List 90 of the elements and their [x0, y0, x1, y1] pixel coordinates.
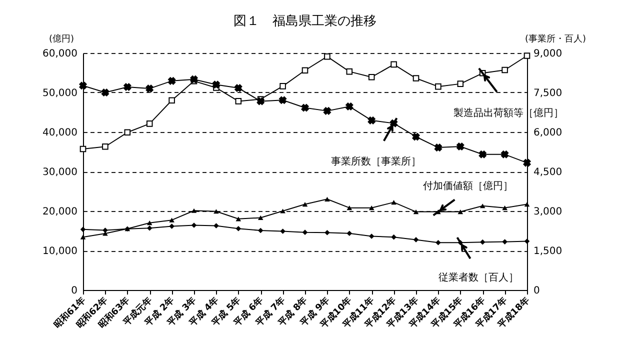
point	[234, 84, 242, 92]
chart-title: 図１ 福島県工業の推移	[234, 14, 376, 29]
y2-tick-label: 1,500	[534, 246, 562, 257]
y-axis-title: (億円)	[48, 34, 74, 44]
point	[346, 68, 353, 75]
point	[346, 102, 354, 110]
point	[346, 206, 352, 210]
point	[413, 210, 419, 214]
point	[478, 150, 486, 158]
point	[457, 80, 464, 87]
y-tick-label: 20,000	[42, 206, 78, 218]
point	[324, 53, 330, 60]
y2-tick-label: 0	[534, 286, 540, 296]
y-tick-label: 0	[71, 286, 78, 296]
y2-tick-label: 4,500	[534, 167, 562, 178]
y-tick-label: 40,000	[42, 128, 78, 138]
point	[435, 83, 442, 90]
point	[368, 74, 375, 80]
point	[412, 75, 420, 82]
y2-tick-label: 6,000	[534, 128, 562, 138]
point	[80, 146, 86, 152]
point	[456, 142, 464, 150]
series-label: 付加価値額［億円］	[423, 180, 514, 192]
point	[258, 215, 264, 220]
point	[502, 66, 508, 74]
point	[368, 206, 374, 210]
point	[101, 88, 110, 96]
point	[480, 204, 486, 208]
point	[146, 225, 152, 231]
point	[391, 200, 396, 205]
point	[436, 240, 441, 246]
point	[458, 210, 464, 214]
y2-tick-label: 7,500	[534, 88, 562, 99]
point	[390, 61, 397, 68]
point	[236, 216, 242, 222]
text: 製造品出荷額等［億円］	[454, 107, 564, 120]
point	[168, 97, 175, 104]
point	[212, 80, 220, 88]
point	[278, 96, 287, 104]
point	[146, 120, 153, 127]
y2-tick-label: 9,000	[534, 48, 562, 60]
point	[280, 83, 286, 90]
point	[236, 226, 242, 232]
point	[79, 82, 87, 90]
point	[169, 224, 174, 229]
point	[168, 77, 176, 85]
point	[346, 230, 352, 236]
point	[80, 234, 86, 240]
point	[146, 84, 154, 92]
point	[235, 98, 242, 104]
point	[214, 209, 219, 214]
point	[480, 239, 486, 245]
y2-axis-title: (事業所・百人)	[524, 34, 586, 44]
point	[502, 206, 508, 210]
y-tick-label: 60,000	[42, 48, 78, 60]
y-tick-label: 10,000	[42, 246, 78, 257]
point	[301, 104, 309, 112]
point	[124, 129, 131, 136]
point	[124, 83, 132, 91]
point	[191, 208, 197, 213]
point	[324, 196, 330, 202]
point	[523, 158, 531, 167]
point	[258, 228, 264, 234]
point	[323, 107, 332, 115]
point	[256, 97, 264, 106]
point	[412, 132, 420, 141]
y-tick-label: 30,000	[42, 167, 78, 178]
point	[368, 234, 374, 239]
y-tick-label: 50,000	[42, 88, 78, 99]
point	[280, 208, 286, 214]
point	[434, 144, 442, 152]
point	[80, 226, 86, 232]
point	[500, 150, 509, 158]
point	[524, 52, 530, 59]
point	[524, 202, 530, 207]
series-label: 事業所数［事業所］	[330, 155, 421, 168]
point	[502, 239, 508, 244]
point	[146, 220, 152, 226]
point	[302, 202, 308, 207]
point	[302, 67, 308, 74]
point	[280, 228, 286, 234]
point	[214, 223, 219, 228]
point	[391, 234, 396, 240]
point	[169, 218, 174, 222]
text: 従業者数［百人］	[438, 272, 518, 284]
point	[324, 230, 330, 236]
point	[368, 116, 376, 124]
point	[102, 143, 108, 150]
y2-tick-label: 3,000	[534, 206, 562, 218]
point	[102, 228, 108, 233]
